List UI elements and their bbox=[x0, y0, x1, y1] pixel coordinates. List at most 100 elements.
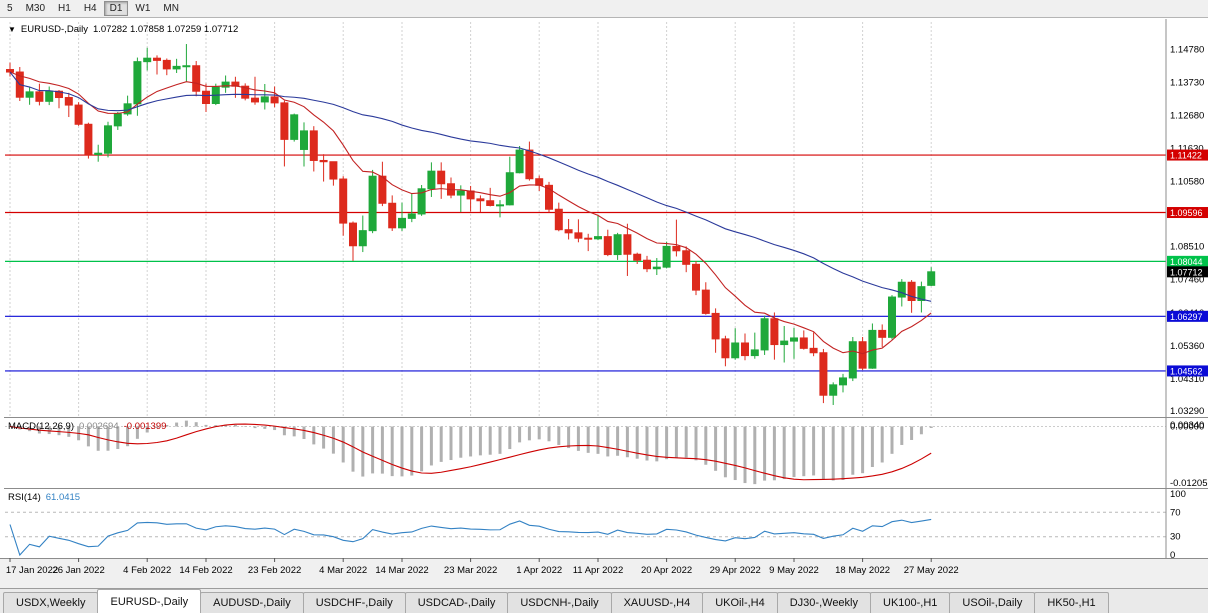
candle-up bbox=[888, 296, 896, 338]
chart-tab-audusd-daily[interactable]: AUDUSD-,Daily bbox=[200, 592, 304, 613]
candle-up bbox=[780, 340, 789, 346]
macd-histogram-bar bbox=[155, 426, 159, 428]
chart-tab-uk100-h1[interactable]: UK100-,H1 bbox=[870, 592, 951, 613]
time-axis-strip[interactable] bbox=[0, 558, 1208, 588]
chart-tab-xauusd-h4[interactable]: XAUUSD-,H4 bbox=[610, 592, 704, 613]
macd-histogram-bar bbox=[273, 426, 277, 431]
candle-down bbox=[378, 175, 387, 204]
chart-tab-dj30-weekly[interactable]: DJ30-,Weekly bbox=[776, 592, 871, 613]
time-axis-label: 4 Feb 2022 bbox=[123, 565, 171, 576]
candle-down bbox=[339, 178, 348, 224]
svg-text:1.09596: 1.09596 bbox=[1170, 208, 1203, 218]
price-tag: 1.11422 bbox=[1167, 149, 1208, 161]
macd-histogram-bar bbox=[263, 426, 267, 429]
candle-up bbox=[25, 91, 34, 98]
candle-down bbox=[564, 229, 573, 234]
candle-up bbox=[652, 266, 661, 270]
macd-histogram-bar bbox=[390, 426, 394, 477]
candle-up bbox=[505, 172, 514, 206]
candle-down bbox=[388, 202, 397, 229]
chart-tab-usdcnh-daily[interactable]: USDCNH-,Daily bbox=[507, 592, 612, 613]
macd-histogram-bar bbox=[292, 426, 296, 437]
timeframe-button-d1[interactable]: D1 bbox=[103, 1, 129, 16]
chart-tab-usdx-weekly[interactable]: USDX,Weekly bbox=[3, 592, 99, 613]
candle-down bbox=[584, 237, 593, 240]
chart-canvas[interactable]: 1.14780 1.13730 1.12680 1.11630 1.10580 1.095… bbox=[0, 18, 1208, 588]
chart-tab-hk50-h1[interactable]: HK50-,H1 bbox=[1034, 592, 1109, 613]
macd-histogram-bar bbox=[880, 426, 884, 463]
candle-down bbox=[319, 159, 328, 163]
macd-histogram-bar bbox=[929, 426, 933, 428]
macd-histogram-bar bbox=[429, 426, 433, 466]
candle-down bbox=[309, 130, 318, 161]
macd-histogram-bar bbox=[253, 426, 257, 429]
candle-down bbox=[741, 342, 749, 357]
macd-histogram-bar bbox=[459, 426, 463, 458]
candle-down bbox=[799, 337, 808, 349]
svg-text:1.04562: 1.04562 bbox=[1170, 366, 1203, 376]
collapse-chart-icon[interactable]: ▼ bbox=[8, 24, 16, 34]
candle-down bbox=[476, 198, 485, 202]
timeframe-button-h1[interactable]: H1 bbox=[58, 3, 71, 14]
timeframe-button-h4[interactable]: H4 bbox=[83, 3, 97, 14]
candle-down bbox=[682, 250, 691, 265]
rsi-line bbox=[9, 518, 932, 557]
timeframe-button-m30[interactable]: M30 bbox=[25, 3, 46, 14]
chart-ohlc-values: 1.07282 1.07858 1.07259 1.07712 bbox=[92, 24, 239, 35]
rsi-axis-tick: 30 bbox=[1170, 532, 1181, 543]
rsi-name: RSI(14) bbox=[8, 492, 41, 503]
candle-up bbox=[290, 114, 299, 140]
macd-histogram-bar bbox=[870, 426, 874, 467]
macd-histogram-bar bbox=[723, 426, 727, 478]
candle-up bbox=[496, 204, 504, 207]
macd-histogram-bar bbox=[635, 426, 639, 459]
macd-histogram-bar bbox=[527, 426, 531, 441]
macd-histogram-bar bbox=[67, 426, 71, 437]
macd-histogram-bar bbox=[910, 426, 914, 440]
price-axis-tick: 1.03290 bbox=[1170, 406, 1204, 417]
chart-tab-ukoil-h4[interactable]: UKOil-,H4 bbox=[702, 592, 778, 613]
chart-tab-usoil-daily[interactable]: USOil-,Daily bbox=[949, 592, 1036, 613]
candle-up bbox=[790, 337, 798, 342]
timeframe-button-w1[interactable]: W1 bbox=[135, 3, 151, 14]
chart-tab-usdcad-daily[interactable]: USDCAD-,Daily bbox=[404, 592, 509, 613]
candle-down bbox=[6, 69, 14, 73]
time-axis-label: 23 Mar 2022 bbox=[444, 565, 497, 576]
chart-tab-eurusd-daily[interactable]: EURUSD-,Daily bbox=[97, 589, 202, 613]
price-axis-tick: 1.14780 bbox=[1170, 44, 1204, 55]
chart-window: 1.14780 1.13730 1.12680 1.11630 1.10580 1.095… bbox=[0, 18, 1208, 588]
candle-down bbox=[251, 97, 259, 103]
price-axis-tick: 1.11630 bbox=[1170, 144, 1204, 155]
chart-ohlc-header: ▼ EURUSD-,Daily 1.07282 1.07858 1.07259 … bbox=[8, 24, 238, 35]
candle-down bbox=[525, 149, 534, 180]
price-axis-tick: 1.07460 bbox=[1170, 275, 1204, 286]
candle-up bbox=[456, 190, 465, 196]
timeframe-button-mn[interactable]: MN bbox=[163, 3, 179, 14]
candle-up bbox=[760, 318, 769, 351]
macd-histogram-bar bbox=[145, 426, 149, 433]
candle-up bbox=[172, 65, 181, 70]
macd-histogram-bar bbox=[135, 426, 139, 439]
candle-down bbox=[554, 208, 563, 231]
timeframe-button-5[interactable]: 5 bbox=[7, 3, 13, 14]
macd-histogram-bar bbox=[861, 426, 865, 474]
chart-background bbox=[0, 18, 1208, 558]
rsi-value: 61.0415 bbox=[45, 492, 81, 503]
macd-histogram-bar bbox=[763, 426, 767, 481]
time-axis-label: 26 Jan 2022 bbox=[52, 565, 104, 576]
chart-tab-usdchf-daily[interactable]: USDCHF-,Daily bbox=[302, 592, 406, 613]
candle-down bbox=[643, 259, 651, 270]
macd-histogram-bar bbox=[665, 426, 669, 460]
candle-down bbox=[819, 352, 828, 396]
macd-axis-tick: 0.00340 bbox=[1170, 420, 1204, 431]
macd-histogram-bar bbox=[380, 426, 384, 474]
ma-line-40 bbox=[9, 71, 932, 302]
macd-histogram-bar bbox=[812, 426, 816, 476]
svg-text:1.07712: 1.07712 bbox=[1170, 267, 1203, 277]
macd-histogram-bar bbox=[596, 426, 600, 454]
candle-down bbox=[770, 318, 779, 346]
candle-up bbox=[839, 377, 847, 386]
time-axis-label: 29 Apr 2022 bbox=[710, 565, 761, 576]
macd-histogram-bar bbox=[194, 422, 198, 427]
candle-down bbox=[153, 57, 161, 61]
